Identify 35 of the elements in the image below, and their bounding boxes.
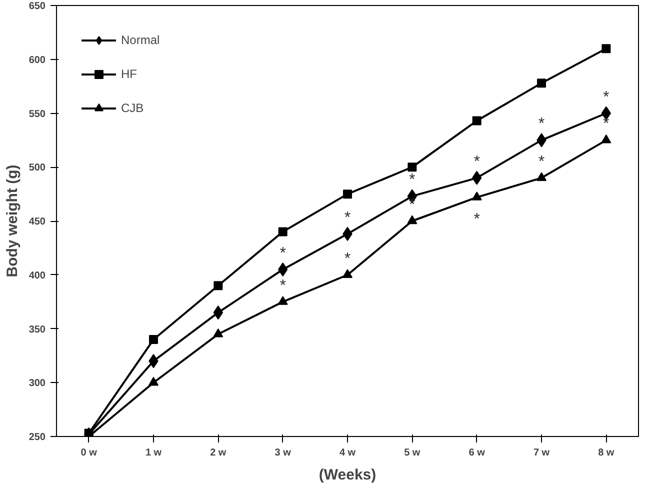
annotation: *: [603, 88, 610, 106]
x-tick-label: 7 w: [533, 448, 550, 458]
y-tick-label: 300: [28, 378, 46, 390]
legend-label: CJB: [121, 101, 144, 115]
x-tick-label: 5 w: [404, 448, 420, 458]
x-tick-label: 2 w: [210, 448, 226, 458]
y-tick-label: 600: [28, 54, 46, 66]
x-tick-label: 0 w: [80, 448, 98, 458]
y-tick-label: 400: [28, 270, 46, 282]
annotation: *: [280, 244, 286, 262]
annotation: *: [409, 172, 416, 189]
annotation: *: [538, 116, 545, 133]
y-tick-label: 500: [28, 162, 46, 174]
x-tick-label: 3 w: [274, 448, 292, 458]
y-tick-label: 250: [28, 432, 46, 443]
y-tick-label: 450: [28, 216, 46, 228]
x-tick-label: 1 w: [145, 448, 162, 458]
y-tick-label: 650: [28, 1, 46, 12]
annotation: *: [344, 209, 351, 226]
annotation: *: [409, 196, 416, 214]
annotation: *: [280, 277, 286, 294]
legend-label: Normal: [121, 33, 160, 47]
annotation: *: [344, 250, 351, 268]
legend-label: HF: [121, 67, 138, 81]
annotation: *: [474, 153, 480, 170]
x-tick-label: 4 w: [339, 448, 356, 458]
x-axis-title: (Weeks): [318, 466, 376, 484]
y-tick-label: 350: [28, 324, 46, 336]
x-tick-label: 8 w: [598, 448, 614, 458]
y-axis-title: Body weight (g): [4, 164, 21, 278]
y-tick-label: 550: [28, 108, 46, 120]
x-tick-label: 6 w: [468, 448, 486, 458]
annotation: *: [474, 210, 480, 228]
annotation: *: [538, 153, 545, 170]
annotation: *: [603, 116, 610, 133]
